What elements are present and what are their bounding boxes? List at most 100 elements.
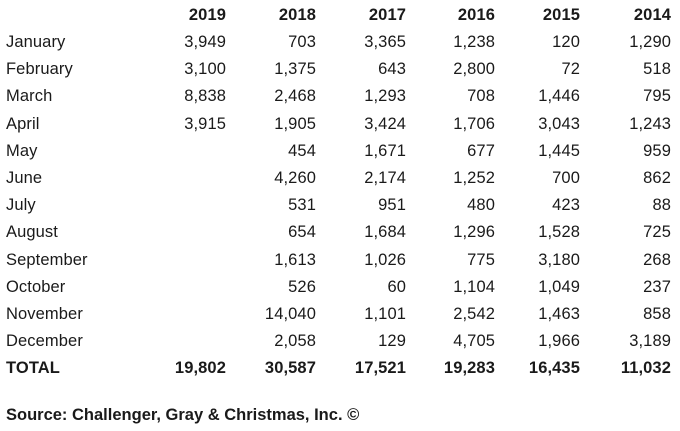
table-cell (136, 247, 226, 274)
table-row: June 4,260 2,174 1,252 700 862 (0, 165, 680, 192)
table-cell: 3,189 (629, 332, 671, 351)
table-cell: 3,100 (184, 60, 226, 79)
total-cell-2016: 19,283 (443, 359, 495, 378)
table-cell: 3,180 (538, 250, 580, 269)
table-cell: 1,104 (453, 277, 495, 296)
table-cell: 480 (467, 196, 495, 215)
table-cell (136, 219, 226, 246)
row-label: November (6, 304, 83, 323)
table-cell: 454 (288, 141, 316, 160)
table-cell (136, 274, 226, 301)
table-cell: 708 (467, 87, 495, 106)
table-cell (136, 328, 226, 355)
table-cell: 725 (643, 223, 671, 242)
table-cell: 2,174 (364, 169, 406, 188)
table-cell: 951 (378, 196, 406, 215)
table-cell: 72 (561, 60, 580, 79)
table-cell: 703 (288, 33, 316, 52)
row-label: July (6, 196, 36, 215)
row-label: February (6, 60, 73, 79)
table-cell: 643 (378, 60, 406, 79)
total-cell-2017: 17,521 (354, 359, 406, 378)
table-cell: 4,705 (453, 332, 495, 351)
table-cell: 858 (643, 304, 671, 323)
table-cell: 795 (643, 87, 671, 106)
table-cell: 700 (552, 169, 580, 188)
row-label: August (6, 223, 58, 242)
table-cell: 1,026 (364, 250, 406, 269)
table-cell: 1,671 (364, 141, 406, 160)
table-cell: 3,949 (184, 33, 226, 52)
table-cell: 2,542 (453, 304, 495, 323)
row-label: June (6, 169, 43, 188)
row-label: May (6, 141, 38, 160)
table-cell: 1,293 (364, 87, 406, 106)
table-cell: 423 (552, 196, 580, 215)
hiring-table: 2019 2018 2017 2016 2015 2014 January 3,9… (0, 1, 680, 382)
row-label: December (6, 332, 83, 351)
table-cell: 1,446 (538, 87, 580, 106)
table-cell: 862 (643, 169, 671, 188)
table-cell: 3,915 (184, 114, 226, 133)
table-cell (136, 192, 226, 219)
table-cell: 1,238 (453, 33, 495, 52)
table-cell (136, 301, 226, 328)
row-label: March (6, 87, 53, 106)
table-cell: 1,905 (274, 114, 316, 133)
table-cell: 3,365 (364, 33, 406, 52)
table-cell: 1,296 (453, 223, 495, 242)
table-header-row: 2019 2018 2017 2016 2015 2014 (0, 1, 680, 29)
table-row: October 526 60 1,104 1,049 237 (0, 274, 680, 301)
table-cell: 3,043 (538, 114, 580, 133)
column-header-2018: 2018 (278, 5, 316, 24)
total-cell-2019: 19,802 (174, 359, 226, 378)
table-cell: 3,424 (364, 114, 406, 133)
table-cell: 1,463 (538, 304, 580, 323)
table-cell: 1,445 (538, 141, 580, 160)
table-body: January 3,949 703 3,365 1,238 120 1,290 Februar… (0, 29, 680, 355)
table-cell: 8,838 (184, 87, 226, 106)
table-total-row: TOTAL 19,802 30,587 17,521 19,283 16,435… (0, 355, 680, 382)
row-label: April (6, 114, 40, 133)
table-cell: 775 (467, 250, 495, 269)
table-cell: 1,243 (629, 114, 671, 133)
total-cell-2014: 11,032 (620, 359, 671, 378)
source-note: Source: Challenger, Gray & Christmas, In… (6, 406, 360, 424)
row-label: October (6, 277, 66, 296)
table-cell: 531 (288, 196, 316, 215)
table-cell: 518 (643, 60, 671, 79)
table-row: April 3,915 1,905 3,424 1,706 3,043 1,243 (0, 111, 680, 138)
table-cell: 129 (378, 332, 406, 351)
table-cell: 2,800 (453, 60, 495, 79)
total-label: TOTAL (6, 359, 60, 378)
table-row: March 8,838 2,468 1,293 708 1,446 795 (0, 83, 680, 110)
table-row: January 3,949 703 3,365 1,238 120 1,290 (0, 29, 680, 56)
table-cell: 120 (552, 33, 580, 52)
table-cell (136, 138, 226, 165)
table-cell: 1,706 (453, 114, 495, 133)
table-cell: 237 (643, 277, 671, 296)
table-row: July 531 951 480 423 88 (0, 192, 680, 219)
table-cell: 959 (643, 141, 671, 160)
table-cell: 268 (643, 250, 671, 269)
table-cell: 1,966 (538, 332, 580, 351)
table-cell: 1,049 (538, 277, 580, 296)
table-cell: 88 (652, 196, 671, 215)
table-cell: 1,375 (274, 60, 316, 79)
table-row: February 3,100 1,375 643 2,800 72 518 (0, 56, 680, 83)
table-cell: 2,058 (274, 332, 316, 351)
column-header-2015: 2015 (542, 5, 580, 24)
row-label: September (6, 250, 88, 269)
table-row: May 454 1,671 677 1,445 959 (0, 138, 680, 165)
table-row: September 1,613 1,026 775 3,180 268 (0, 247, 680, 274)
table-cell (136, 165, 226, 192)
table-cell: 1,290 (629, 33, 671, 52)
table-cell: 14,040 (264, 304, 316, 323)
column-header-2017: 2017 (368, 5, 406, 24)
table-cell: 1,528 (538, 223, 580, 242)
table-cell: 526 (288, 277, 316, 296)
table-cell: 2,468 (274, 87, 316, 106)
table-row: August 654 1,684 1,296 1,528 725 (0, 219, 680, 246)
table-cell: 1,252 (453, 169, 495, 188)
table-cell: 1,613 (274, 250, 316, 269)
